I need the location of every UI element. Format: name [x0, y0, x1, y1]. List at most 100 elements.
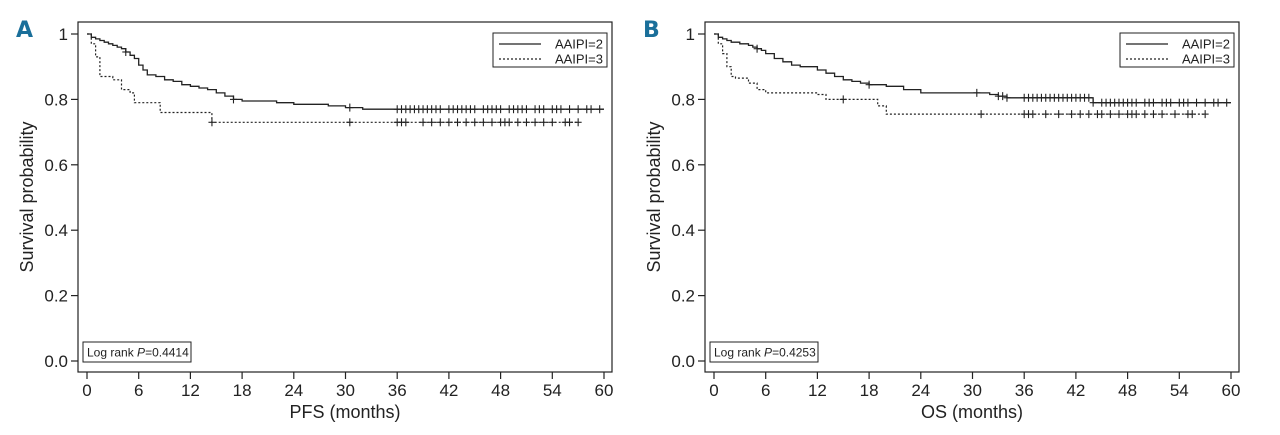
censor-mark: [1184, 98, 1192, 107]
x-tick-label: 48: [491, 381, 510, 400]
censor-mark: [1003, 93, 1011, 102]
x-tick-label: 48: [1118, 381, 1137, 400]
censor-mark: [1201, 110, 1209, 119]
x-tick-label: 0: [82, 381, 91, 400]
legend-label-1: AAIPI=2: [555, 37, 603, 52]
x-tick-label: 30: [336, 381, 355, 400]
censor-mark: [419, 118, 427, 127]
y-tick-label: 0.4: [44, 221, 68, 240]
legend-label-1: AAIPI=2: [1182, 37, 1230, 52]
censor-mark: [1106, 110, 1114, 119]
censor-mark: [566, 118, 574, 127]
censor-mark: [557, 105, 565, 114]
censor-mark: [1223, 98, 1231, 107]
y-axis-label: Survival probability: [17, 121, 37, 272]
x-tick-label: 0: [709, 381, 718, 400]
censor-mark: [1042, 110, 1050, 119]
y-axis-label: Survival probability: [644, 121, 664, 272]
x-tick-label: 54: [1170, 381, 1189, 400]
y-tick-label: 1: [59, 25, 68, 44]
series-line-2: [87, 33, 579, 123]
km-chart-pfs: A 0.0 0.2 0.4 0.6 0.8 1 0 6 12 18 24 30 36 42 48 54 60 PFS…: [16, 18, 614, 422]
censor-mark: [540, 118, 548, 127]
panel-letter: A: [16, 18, 33, 43]
panel-b: B 0.0 0.2 0.4 0.6 0.8 1 0 6 12 18 24 30 36 42 48 54 60 OS …: [627, 0, 1267, 435]
censor-mark: [514, 118, 522, 127]
censor-mark: [753, 44, 761, 53]
censor-mark: [1167, 98, 1175, 107]
y-tick-label: 0.2: [44, 287, 68, 306]
y-tick-label: 0.0: [44, 352, 68, 371]
x-tick-label: 36: [388, 381, 407, 400]
x-tick-label: 18: [860, 381, 879, 400]
censor-mark: [1055, 110, 1063, 119]
x-tick-label: 24: [911, 381, 930, 400]
plot-frame: [704, 21, 1240, 373]
y-tick-label: 0.0: [671, 352, 695, 371]
censor-mark: [977, 110, 985, 119]
x-tick-label: 6: [761, 381, 770, 400]
censor-mark: [1141, 110, 1149, 119]
censor-mark: [1115, 110, 1123, 119]
censor-mark: [1132, 98, 1140, 107]
x-tick-label: 42: [439, 381, 458, 400]
y-tick-label: 0.6: [671, 156, 695, 175]
legend-label-2: AAIPI=3: [1182, 52, 1230, 67]
legend-box: [492, 32, 608, 68]
censor-mark: [488, 118, 496, 127]
censor-mark: [346, 118, 354, 127]
censor-mark: [566, 105, 574, 114]
censor-mark: [1098, 110, 1106, 119]
censor-mark: [445, 118, 453, 127]
x-tick-label: 36: [1015, 381, 1034, 400]
censor-mark: [436, 105, 444, 114]
censor-mark: [471, 118, 479, 127]
x-tick-label: 6: [134, 381, 143, 400]
logrank-annotation: Log rank P=0.4253: [714, 346, 816, 360]
censor-mark: [1201, 98, 1209, 107]
km-chart-os: B 0.0 0.2 0.4 0.6 0.8 1 0 6 12 18 24 30 36 42 48 54 60 OS …: [643, 18, 1240, 422]
censor-mark: [346, 103, 354, 112]
censor-mark: [505, 118, 513, 127]
censor-mark: [531, 118, 539, 127]
x-tick-label: 60: [595, 381, 614, 400]
logrank-box: [82, 341, 192, 363]
panel-letter: B: [643, 18, 660, 43]
censor-mark: [1193, 98, 1201, 107]
series-line-2: [714, 33, 1206, 115]
censor-mark: [596, 105, 604, 114]
censor-mark: [229, 95, 237, 104]
censor-mark: [1188, 110, 1196, 119]
censor-mark: [522, 118, 530, 127]
censor-mark: [1214, 98, 1222, 107]
legend-label-2: AAIPI=3: [555, 52, 603, 67]
x-axis-label: OS (months): [921, 402, 1023, 422]
censor-mark: [574, 105, 582, 114]
y-tick-label: 1: [686, 25, 695, 44]
censor-mark: [428, 118, 436, 127]
censor-mark: [973, 88, 981, 97]
logrank-box: [709, 341, 819, 363]
y-tick-label: 0.4: [671, 221, 695, 240]
censor-mark: [1089, 98, 1097, 107]
x-tick-label: 54: [543, 381, 562, 400]
censor-mark: [1149, 110, 1157, 119]
y-tick-label: 0.8: [671, 90, 695, 109]
censor-mark: [548, 118, 556, 127]
series-line-1: [714, 33, 1231, 104]
censor-mark: [540, 105, 548, 114]
censor-mark: [1158, 110, 1166, 119]
plot-frame: [77, 21, 613, 373]
censor-mark: [522, 105, 530, 114]
censor-mark: [1085, 110, 1093, 119]
censor-mark: [999, 92, 1007, 101]
legend-box: [1119, 32, 1235, 68]
censor-mark: [454, 118, 462, 127]
censor-mark: [1171, 110, 1179, 119]
x-tick-label: 42: [1066, 381, 1085, 400]
censor-mark: [839, 95, 847, 104]
censor-mark: [1068, 110, 1076, 119]
censor-mark: [208, 118, 216, 127]
y-tick-label: 0.8: [44, 90, 68, 109]
censor-mark: [1132, 110, 1140, 119]
